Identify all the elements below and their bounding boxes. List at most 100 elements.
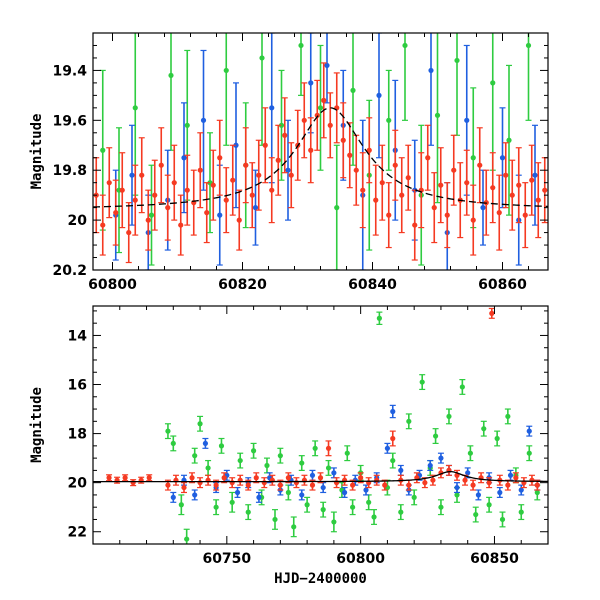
x-tick-label: 60800: [336, 551, 385, 567]
data-point: [191, 489, 198, 501]
data-point: [178, 494, 185, 516]
data-point: [164, 479, 171, 491]
data-point: [397, 504, 404, 521]
point-marker: [145, 217, 151, 223]
data-point: [229, 144, 236, 216]
point-marker: [178, 222, 184, 228]
data-point: [470, 184, 477, 256]
point-marker: [178, 502, 184, 508]
data-point: [312, 440, 319, 457]
point-marker: [217, 212, 223, 218]
point-marker: [384, 445, 391, 451]
point-marker: [532, 172, 538, 178]
data-point: [437, 499, 444, 516]
point-marker: [497, 489, 503, 496]
point-marker: [475, 492, 482, 498]
data-point: [381, 479, 388, 491]
point-marker: [477, 162, 483, 168]
point-marker: [386, 212, 392, 218]
data-point: [372, 164, 379, 236]
data-point: [203, 182, 210, 244]
data-point: [190, 169, 197, 236]
point-marker: [406, 482, 412, 488]
point-marker: [327, 122, 333, 128]
data-point: [397, 474, 404, 486]
y-tick-label: 19.4: [52, 63, 87, 79]
data-point: [333, 72, 340, 144]
point-marker: [170, 494, 176, 500]
data-point: [278, 69, 285, 181]
point-marker: [406, 418, 412, 424]
point-marker: [489, 310, 495, 316]
data-point: [472, 506, 479, 523]
point-marker: [534, 482, 540, 488]
data-point: [138, 137, 145, 214]
point-marker: [459, 384, 465, 390]
point-marker: [309, 482, 316, 488]
data-point: [434, 33, 441, 204]
y-tick-label: 20.2: [52, 263, 87, 279]
point-marker: [516, 182, 522, 188]
point-marker: [438, 504, 444, 510]
point-marker: [331, 519, 337, 525]
point-marker: [229, 480, 235, 486]
data-point: [210, 149, 217, 221]
data-point: [476, 127, 483, 204]
point-marker: [309, 472, 316, 478]
point-marker: [334, 205, 340, 211]
data-point: [392, 129, 399, 201]
point-marker: [264, 462, 270, 469]
data-point: [184, 154, 191, 226]
point-marker: [470, 217, 476, 223]
point-marker: [522, 212, 528, 218]
data-point: [494, 430, 501, 447]
point-marker: [132, 105, 138, 111]
point-marker: [462, 477, 468, 483]
point-marker: [100, 222, 106, 228]
data-point: [106, 474, 113, 482]
data-point: [242, 127, 249, 204]
point-marker: [249, 192, 255, 198]
point-marker: [100, 147, 106, 153]
point-marker: [122, 475, 128, 481]
data-point: [249, 162, 256, 229]
point-marker: [314, 112, 320, 118]
data-point: [229, 491, 236, 513]
data-point: [385, 182, 392, 249]
point-marker: [202, 440, 209, 447]
data-point: [255, 491, 262, 503]
point-marker: [542, 187, 548, 193]
data-point: [325, 459, 332, 476]
point-marker: [386, 117, 392, 123]
x-axis-label: HJD−2400000: [274, 571, 367, 587]
point-marker: [269, 187, 275, 193]
data-point: [317, 44, 324, 171]
data-point: [459, 379, 466, 395]
point-marker: [422, 480, 428, 486]
point-marker: [376, 92, 382, 98]
data-point: [445, 464, 452, 476]
point-marker: [197, 480, 203, 486]
data-point: [340, 102, 347, 179]
data-point: [309, 469, 316, 481]
y-tick-label: 18: [68, 427, 87, 443]
data-point: [272, 509, 278, 530]
point-marker: [259, 55, 265, 61]
data-point: [359, 152, 366, 229]
point-marker: [503, 172, 509, 178]
data-point: [341, 486, 348, 498]
data-point: [320, 501, 327, 518]
point-marker: [340, 137, 346, 143]
data-point: [402, 33, 408, 121]
point-marker: [152, 192, 158, 198]
data-point: [132, 164, 139, 236]
data-point: [333, 477, 340, 489]
point-marker: [376, 315, 382, 321]
data-point: [428, 33, 434, 146]
point-marker: [197, 421, 203, 427]
data-point: [218, 437, 225, 454]
point-marker: [272, 516, 278, 523]
data-point: [288, 142, 295, 209]
point-marker: [148, 212, 155, 218]
